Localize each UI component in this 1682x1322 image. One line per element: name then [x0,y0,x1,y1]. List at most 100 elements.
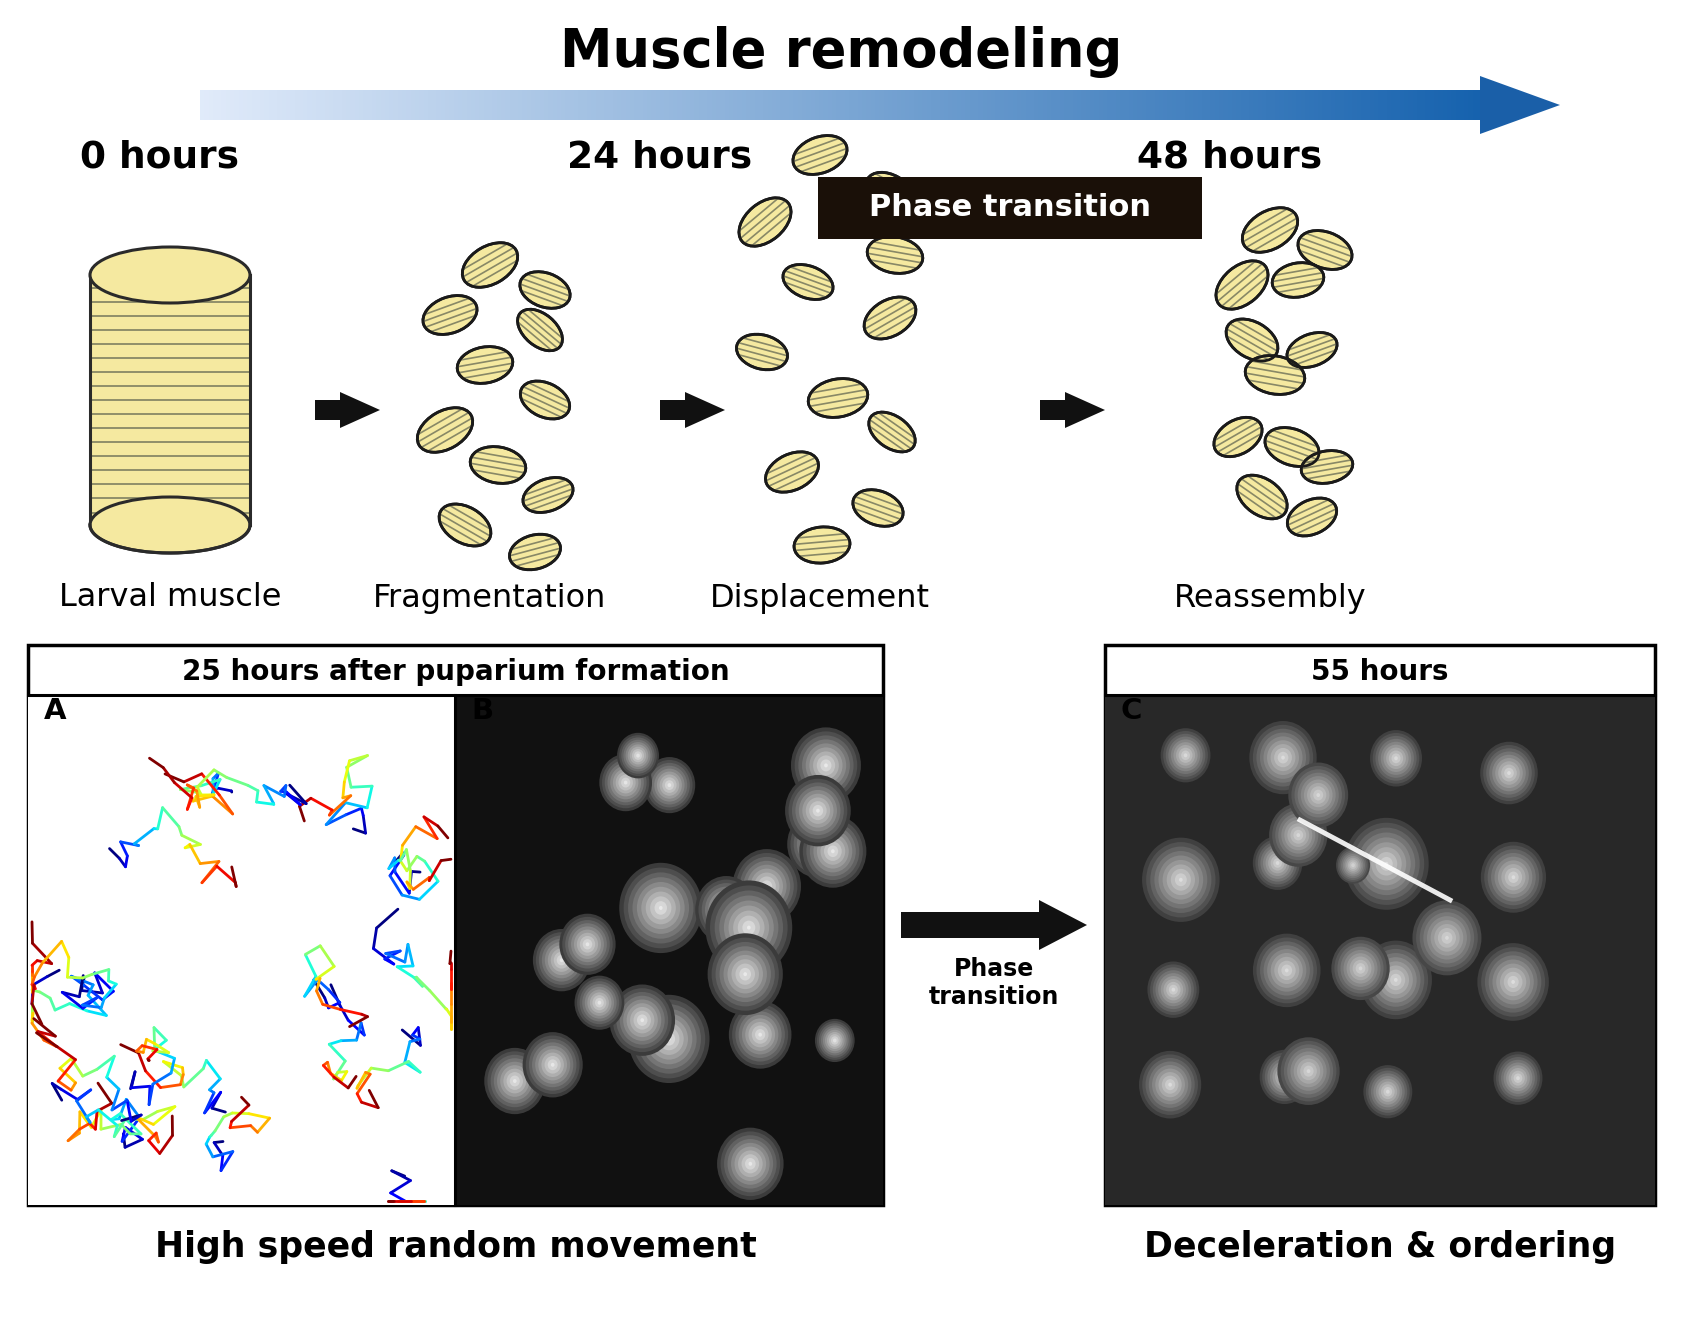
Bar [1112,90,1115,120]
Bar [833,90,836,120]
Bar [664,90,669,120]
Ellipse shape [1369,1071,1408,1113]
Bar [1241,90,1245,120]
Bar [814,90,819,120]
Ellipse shape [735,964,755,985]
Bar [648,90,651,120]
Bar [1404,90,1408,120]
Ellipse shape [663,1032,674,1046]
Ellipse shape [545,943,579,978]
FancyArrow shape [659,393,725,428]
Bar [1253,90,1258,120]
Bar [1184,90,1189,120]
Ellipse shape [1150,965,1196,1015]
Ellipse shape [532,1042,574,1087]
Bar [940,90,944,120]
Bar [286,90,291,120]
Bar [358,90,363,120]
Bar [720,90,725,120]
Bar [1374,90,1378,120]
Ellipse shape [627,1003,658,1038]
Bar [574,90,579,120]
Bar [239,90,242,120]
Ellipse shape [824,842,841,861]
Bar [595,90,600,120]
Ellipse shape [637,1005,701,1073]
Text: B: B [471,697,493,724]
Bar [626,90,631,120]
Bar [496,90,501,120]
Ellipse shape [1347,859,1359,871]
Bar [883,90,888,120]
Bar [579,90,582,120]
Ellipse shape [422,296,478,334]
Bar [1095,90,1098,120]
Bar [355,90,358,120]
Bar [346,90,350,120]
Ellipse shape [822,1027,846,1054]
Ellipse shape [641,887,680,929]
Ellipse shape [553,952,570,969]
Text: Reassembly: Reassembly [1174,583,1366,613]
Ellipse shape [1374,1076,1403,1108]
Ellipse shape [1145,1058,1194,1112]
Bar [1231,90,1236,120]
Bar [294,90,299,120]
Bar [659,90,664,120]
Bar [1430,90,1435,120]
Ellipse shape [1263,945,1310,995]
Ellipse shape [1278,961,1295,980]
Bar [617,90,621,120]
Ellipse shape [1236,475,1287,518]
Ellipse shape [698,879,754,940]
Ellipse shape [565,920,611,969]
Ellipse shape [668,1036,671,1040]
Ellipse shape [1376,853,1398,875]
Ellipse shape [1226,319,1278,361]
Bar [604,90,609,120]
Ellipse shape [868,237,923,274]
Ellipse shape [1159,1072,1182,1097]
Ellipse shape [1438,928,1457,948]
Ellipse shape [523,1032,582,1097]
Ellipse shape [723,900,774,954]
Ellipse shape [1364,945,1428,1015]
Bar [316,90,320,120]
Ellipse shape [806,743,846,788]
Bar [1330,90,1336,120]
Ellipse shape [1280,1072,1288,1081]
Ellipse shape [1317,793,1320,797]
Bar [1297,90,1300,120]
Ellipse shape [439,504,491,546]
Ellipse shape [1179,878,1182,882]
Ellipse shape [733,849,801,924]
Ellipse shape [1179,748,1193,763]
Bar [272,90,278,120]
Ellipse shape [1278,813,1319,857]
Ellipse shape [799,735,853,796]
Ellipse shape [710,886,787,970]
Ellipse shape [720,895,779,960]
Bar [1369,90,1374,120]
Ellipse shape [550,1063,555,1067]
Ellipse shape [575,976,624,1030]
Ellipse shape [812,838,822,850]
Bar [1258,90,1262,120]
Ellipse shape [560,914,616,974]
Ellipse shape [1282,756,1285,760]
Ellipse shape [463,243,518,287]
Ellipse shape [1288,763,1349,828]
Bar [844,90,849,120]
Bar [1300,90,1305,120]
Bar [247,90,252,120]
Bar [747,90,750,120]
Bar [1352,90,1357,120]
Bar [987,90,991,120]
Ellipse shape [765,884,769,888]
Ellipse shape [597,1001,600,1005]
Ellipse shape [587,990,612,1015]
Bar [1009,90,1013,120]
Bar [222,90,225,120]
Bar [811,90,814,120]
Ellipse shape [1256,728,1310,787]
